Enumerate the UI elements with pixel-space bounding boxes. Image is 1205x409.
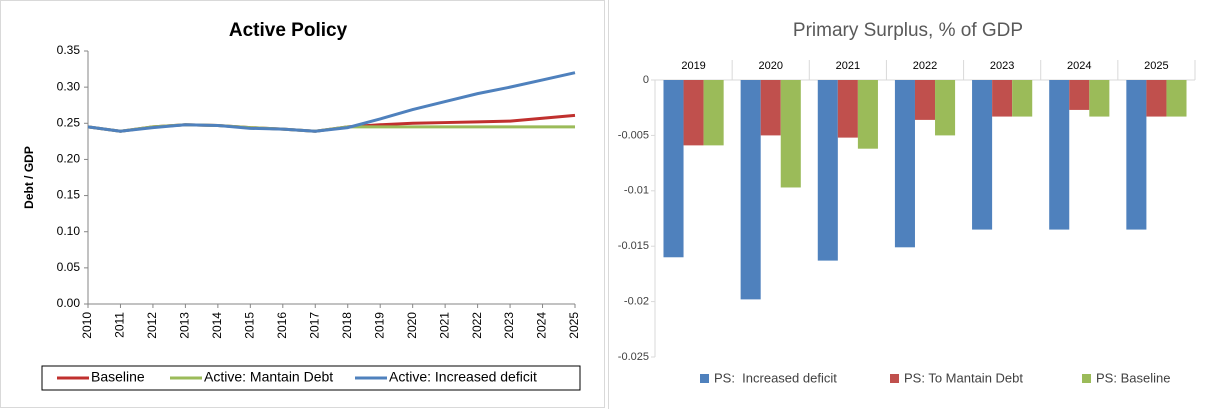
bar [740, 80, 761, 300]
x-tick-label: 2022 [470, 312, 484, 339]
x-tick-label: 2015 [243, 312, 257, 339]
y-tick-label: 0.35 [57, 43, 81, 57]
category-label: 2022 [913, 60, 937, 72]
legend-box [41, 365, 581, 391]
bar [894, 80, 915, 248]
series-line [87, 71, 576, 133]
bar [760, 80, 781, 136]
legend-label: Active: Increased deficit [389, 369, 537, 385]
chart-title: Primary Surplus, % of GDP [793, 20, 1023, 41]
y-tick-label: 0.10 [57, 224, 81, 238]
y-tick-label: -0.01 [624, 185, 649, 197]
x-tick-label: 2016 [275, 312, 289, 339]
bar [1012, 80, 1033, 117]
y-tick-label: -0.02 [624, 296, 649, 308]
legend-swatch [1082, 374, 1091, 383]
bar [857, 80, 878, 149]
legend-label: PS: Increased deficit [714, 370, 837, 385]
legend-label: PS: To Mantain Debt [904, 370, 1023, 385]
x-tick-label: 2021 [437, 312, 451, 339]
bar [992, 80, 1013, 117]
y-tick-label: 0.00 [57, 296, 81, 310]
bar [1049, 80, 1070, 230]
category-label: 2025 [1144, 60, 1168, 72]
x-tick-label: 2011 [113, 312, 127, 338]
y-tick-label: 0.20 [57, 152, 81, 166]
y-tick-label: -0.025 [618, 351, 649, 363]
x-tick-label: 2019 [372, 312, 386, 339]
bar [1069, 80, 1090, 110]
y-tick-label: 0.25 [57, 115, 81, 129]
category-label: 2020 [758, 60, 782, 72]
legend-swatch [890, 374, 899, 383]
y-tick-label: 0.30 [57, 79, 81, 93]
y-tick-label: -0.005 [618, 129, 649, 141]
x-tick-label: 2023 [502, 312, 516, 339]
bar [1146, 80, 1167, 117]
bar [837, 80, 858, 138]
bar [703, 80, 724, 146]
x-tick-label: 2024 [535, 312, 549, 339]
legend-label: PS: Baseline [1096, 370, 1170, 385]
y-tick-label: -0.015 [618, 240, 649, 252]
legend-swatch [700, 374, 709, 383]
category-label: 2021 [836, 60, 860, 72]
category-label: 2024 [1067, 60, 1091, 72]
y-tick-label: 0.15 [57, 188, 81, 202]
x-tick-label: 2010 [80, 312, 94, 339]
legend-label: Active: Mantain Debt [204, 369, 333, 385]
panel-border [0, 0, 605, 408]
bar [817, 80, 838, 261]
bar [935, 80, 956, 136]
y-tick-label: 0 [643, 74, 649, 86]
bar [1089, 80, 1110, 117]
chart-title: Active Policy [229, 20, 348, 41]
x-tick-label: 2014 [210, 312, 224, 339]
x-tick-label: 2020 [405, 312, 419, 339]
x-tick-label: 2018 [340, 312, 354, 339]
bar [914, 80, 936, 120]
x-tick-label: 2013 [178, 312, 192, 339]
x-tick-label: 2025 [567, 312, 581, 339]
bar [663, 80, 684, 258]
bar [1166, 80, 1187, 117]
y-tick-label: 0.05 [57, 260, 81, 274]
legend-label: Baseline [91, 369, 145, 385]
x-tick-label: 2012 [145, 312, 159, 339]
bar [683, 80, 704, 146]
bar [972, 80, 993, 230]
category-label: 2023 [990, 60, 1014, 72]
y-axis-label: Debt / GDP [22, 146, 36, 209]
category-label: 2019 [681, 60, 705, 72]
x-tick-label: 2017 [307, 312, 321, 339]
bar [780, 80, 801, 188]
bar [1126, 80, 1147, 230]
